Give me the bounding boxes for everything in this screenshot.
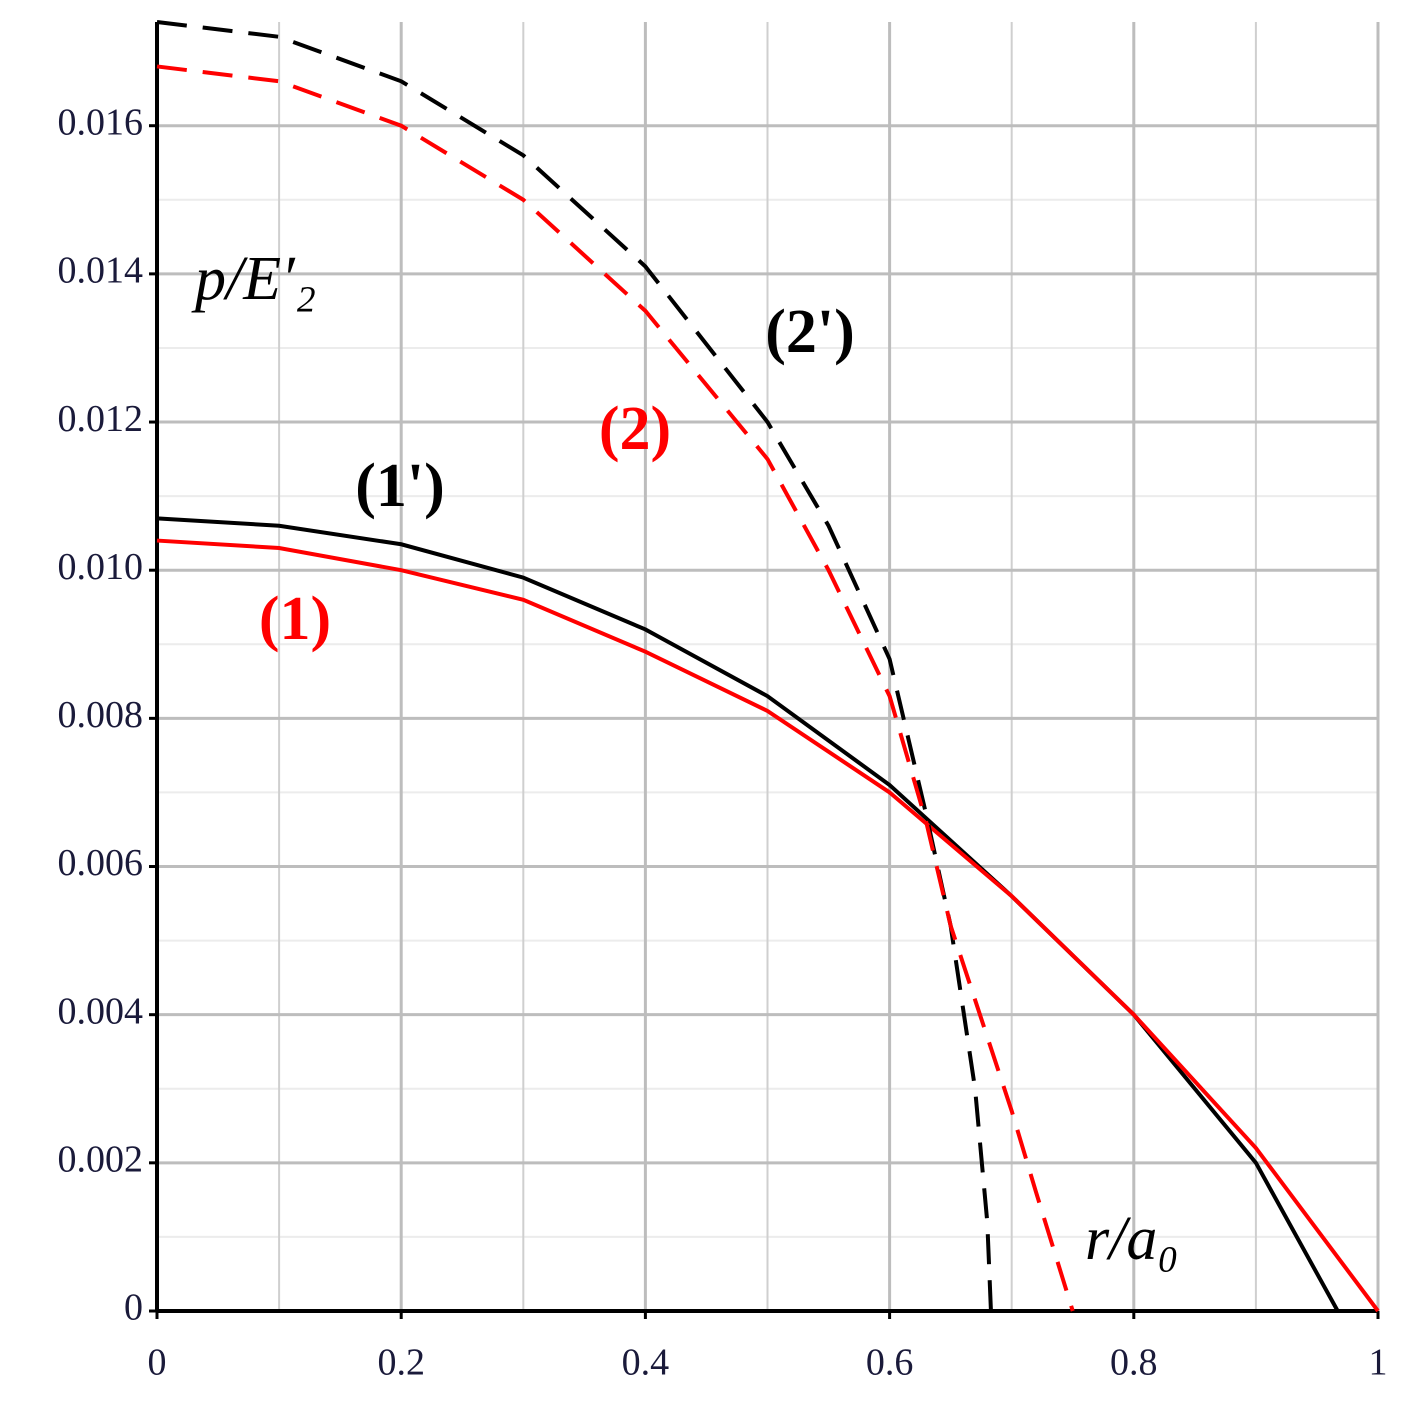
y-tick-label: 0.004: [58, 990, 144, 1032]
y-tick-label: 0.006: [58, 842, 144, 884]
y-tick-label: 0.014: [58, 250, 144, 292]
y-tick-label: 0.002: [58, 1139, 144, 1181]
series-line: [156, 516, 1340, 1312]
x-tick-label: 0.2: [377, 1342, 425, 1384]
x-tick-label: 0.6: [866, 1342, 914, 1384]
x-tick-label: 1: [1369, 1342, 1388, 1384]
y-axis-label: p/E′₂: [191, 245, 316, 313]
series-line: [156, 64, 1075, 1312]
y-tick-label: 0.010: [58, 546, 144, 588]
curve-label: (2'): [765, 298, 855, 366]
x-axis-label: r/a₀: [1085, 1205, 1179, 1273]
x-tick-label: 0.8: [1110, 1342, 1158, 1384]
y-tick-label: 0.012: [58, 398, 144, 440]
x-tick-label: 0: [148, 1342, 167, 1384]
y-tick-label: 0.008: [58, 694, 144, 736]
curve-label: (1): [259, 585, 331, 653]
curve-label: (1'): [355, 452, 445, 520]
series-line: [156, 538, 1380, 1313]
x-tick-label: 0.4: [622, 1342, 670, 1384]
y-tick-label: 0: [124, 1287, 143, 1329]
curve-label: (2): [599, 395, 671, 463]
y-tick-label: 0.016: [58, 101, 144, 143]
series-line: [156, 20, 993, 1312]
